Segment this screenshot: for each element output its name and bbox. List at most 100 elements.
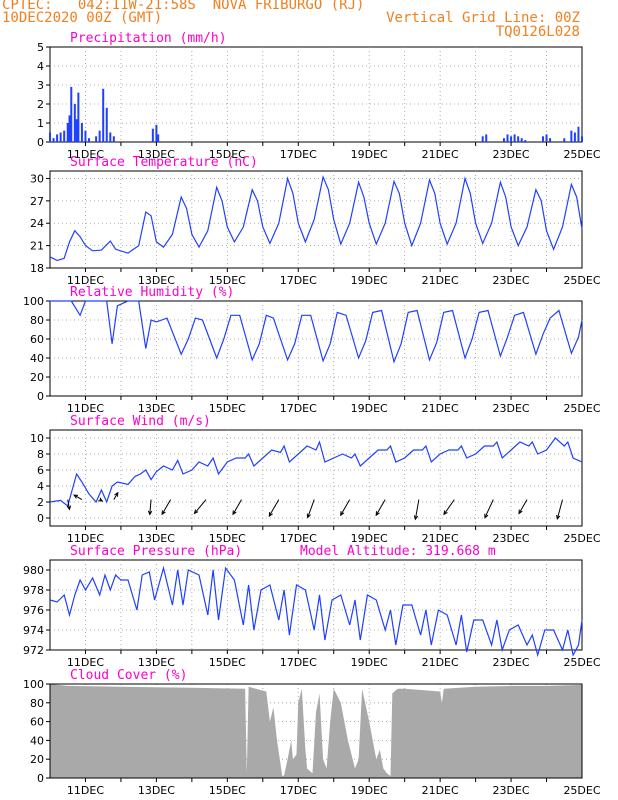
x-tick-label: 25DEC [563,148,600,161]
wind-arrow-shaft [484,499,494,518]
wind-arrow-head [306,513,311,519]
x-tick-label: 25DEC [563,784,600,797]
y-tick-label: 40 [30,734,44,747]
y-tick-label: 0 [37,136,44,149]
panel-4: 0 2 4 6 8 10 11DEC 13DEC 15DEC 17DEC 19DEC 21DEC 23D… [30,414,601,545]
wind-arrow-head [556,514,561,521]
precip-bar [549,138,552,142]
precip-bar [570,130,573,142]
wind-arrow [340,499,351,517]
y-tick-label: 10 [30,432,44,445]
x-tick-label: 21DEC [422,274,459,287]
wind-arrow-head [73,494,79,499]
precip-bar [88,138,91,142]
wind-arrow [147,499,153,516]
panel-title: Surface Wind (m/s) [70,414,211,429]
x-tick-label: 11DEC [67,148,104,161]
series-line [49,437,583,508]
panel-5: 972 974 976 978 980 11DEC 13DEC 15DEC 17DEC 19DEC… [23,544,601,669]
x-tick-label: 15DEC [209,274,246,287]
cloud-area [50,684,582,778]
precip-bar [524,140,527,142]
wind-arrow-head [518,509,523,515]
x-tick-label: 17DEC [280,148,317,161]
panel-title: Surface Pressure (hPa) [70,544,242,559]
y-tick-label: 980 [23,564,44,577]
precip-bar [73,104,76,142]
x-tick-label: 13DEC [138,784,175,797]
y-tick-label: 6 [37,464,44,477]
panel-annotation: Model Altitude: 319.668 m [300,544,496,559]
x-tick-label: 11DEC [67,532,104,545]
y-tick-label: 80 [30,697,44,710]
wind-arrow [443,499,455,516]
x-tick-label: 19DEC [351,784,388,797]
precip-bar [52,138,55,142]
wind-arrow [375,499,386,517]
precip-bar [517,136,520,142]
x-tick-label: 21DEC [422,784,459,797]
x-tick-label: 21DEC [422,656,459,669]
y-tick-label: 2 [37,496,44,509]
x-tick-label: 25DEC [563,402,600,415]
y-tick-label: 20 [30,371,44,384]
wind-arrow-head [161,510,166,516]
panel-title: Precipitation (mm/h) [70,31,227,46]
wind-arrow-head [268,512,273,518]
x-tick-label: 15DEC [209,784,246,797]
series-line [50,300,583,364]
y-tick-label: 20 [30,753,44,766]
x-tick-label: 25DEC [563,656,600,669]
x-tick-label: 19DEC [351,148,388,161]
x-tick-label: 15DEC [209,148,246,161]
precip-bar [77,92,80,142]
wind-arrow-shaft [232,499,242,515]
x-tick-label: 17DEC [280,784,317,797]
panel-title: Cloud Cover (%) [70,668,187,683]
panel-frame [49,429,583,527]
precip-bar [109,132,112,142]
precip-bar [581,136,583,142]
x-tick-label: 15DEC [209,532,246,545]
wind-arrow-head [193,509,199,515]
wind-arrow [518,499,528,515]
y-tick-label: 4 [37,60,44,73]
x-tick-label: 15DEC [209,656,246,669]
x-tick-label: 19DEC [351,656,388,669]
panel-frame [49,170,583,269]
wind-arrow-head [375,511,380,517]
precip-bar [481,136,484,142]
y-tick-label: 100 [23,295,44,308]
panel-1: 0 1 2 3 4 5 11DEC 13DEC 15DEC 17DEC 19DEC 21DEC 23DE… [37,31,601,161]
precip-bar [98,130,101,142]
x-tick-label: 19DEC [351,274,388,287]
wind-arrow-shaft [268,499,280,517]
y-tick-label: 30 [30,172,44,185]
wind-arrow-head [443,510,448,516]
y-tick-label: 40 [30,352,44,365]
header-station: CPTEC: 042:11W-21:58S NOVA FRIBURGO (RJ) [2,0,365,13]
wind-arrow [306,499,315,519]
wind-arrow-head [413,515,419,521]
wind-arrow [113,491,119,500]
x-tick-label: 17DEC [280,274,317,287]
y-tick-label: 3 [37,79,44,92]
x-tick-label: 11DEC [67,402,104,415]
wind-arrow-head [484,513,489,519]
precip-bar [56,134,59,142]
x-tick-label: 23DEC [493,274,530,287]
x-tick-label: 17DEC [280,532,317,545]
wind-arrow-shaft [113,492,119,500]
y-tick-label: 972 [23,644,44,657]
precip-bar [510,136,513,142]
x-tick-label: 23DEC [493,656,530,669]
x-tick-label: 11DEC [67,274,104,287]
wind-arrow-shaft [149,499,152,515]
panel-frame-top [49,683,583,779]
series-line [49,565,583,658]
wind-arrow [268,499,280,518]
precip-bar [84,130,87,142]
precip-bar [520,138,523,142]
wind-arrow-shaft [414,499,420,520]
panel-title: Surface Temperature (nC) [70,155,258,170]
